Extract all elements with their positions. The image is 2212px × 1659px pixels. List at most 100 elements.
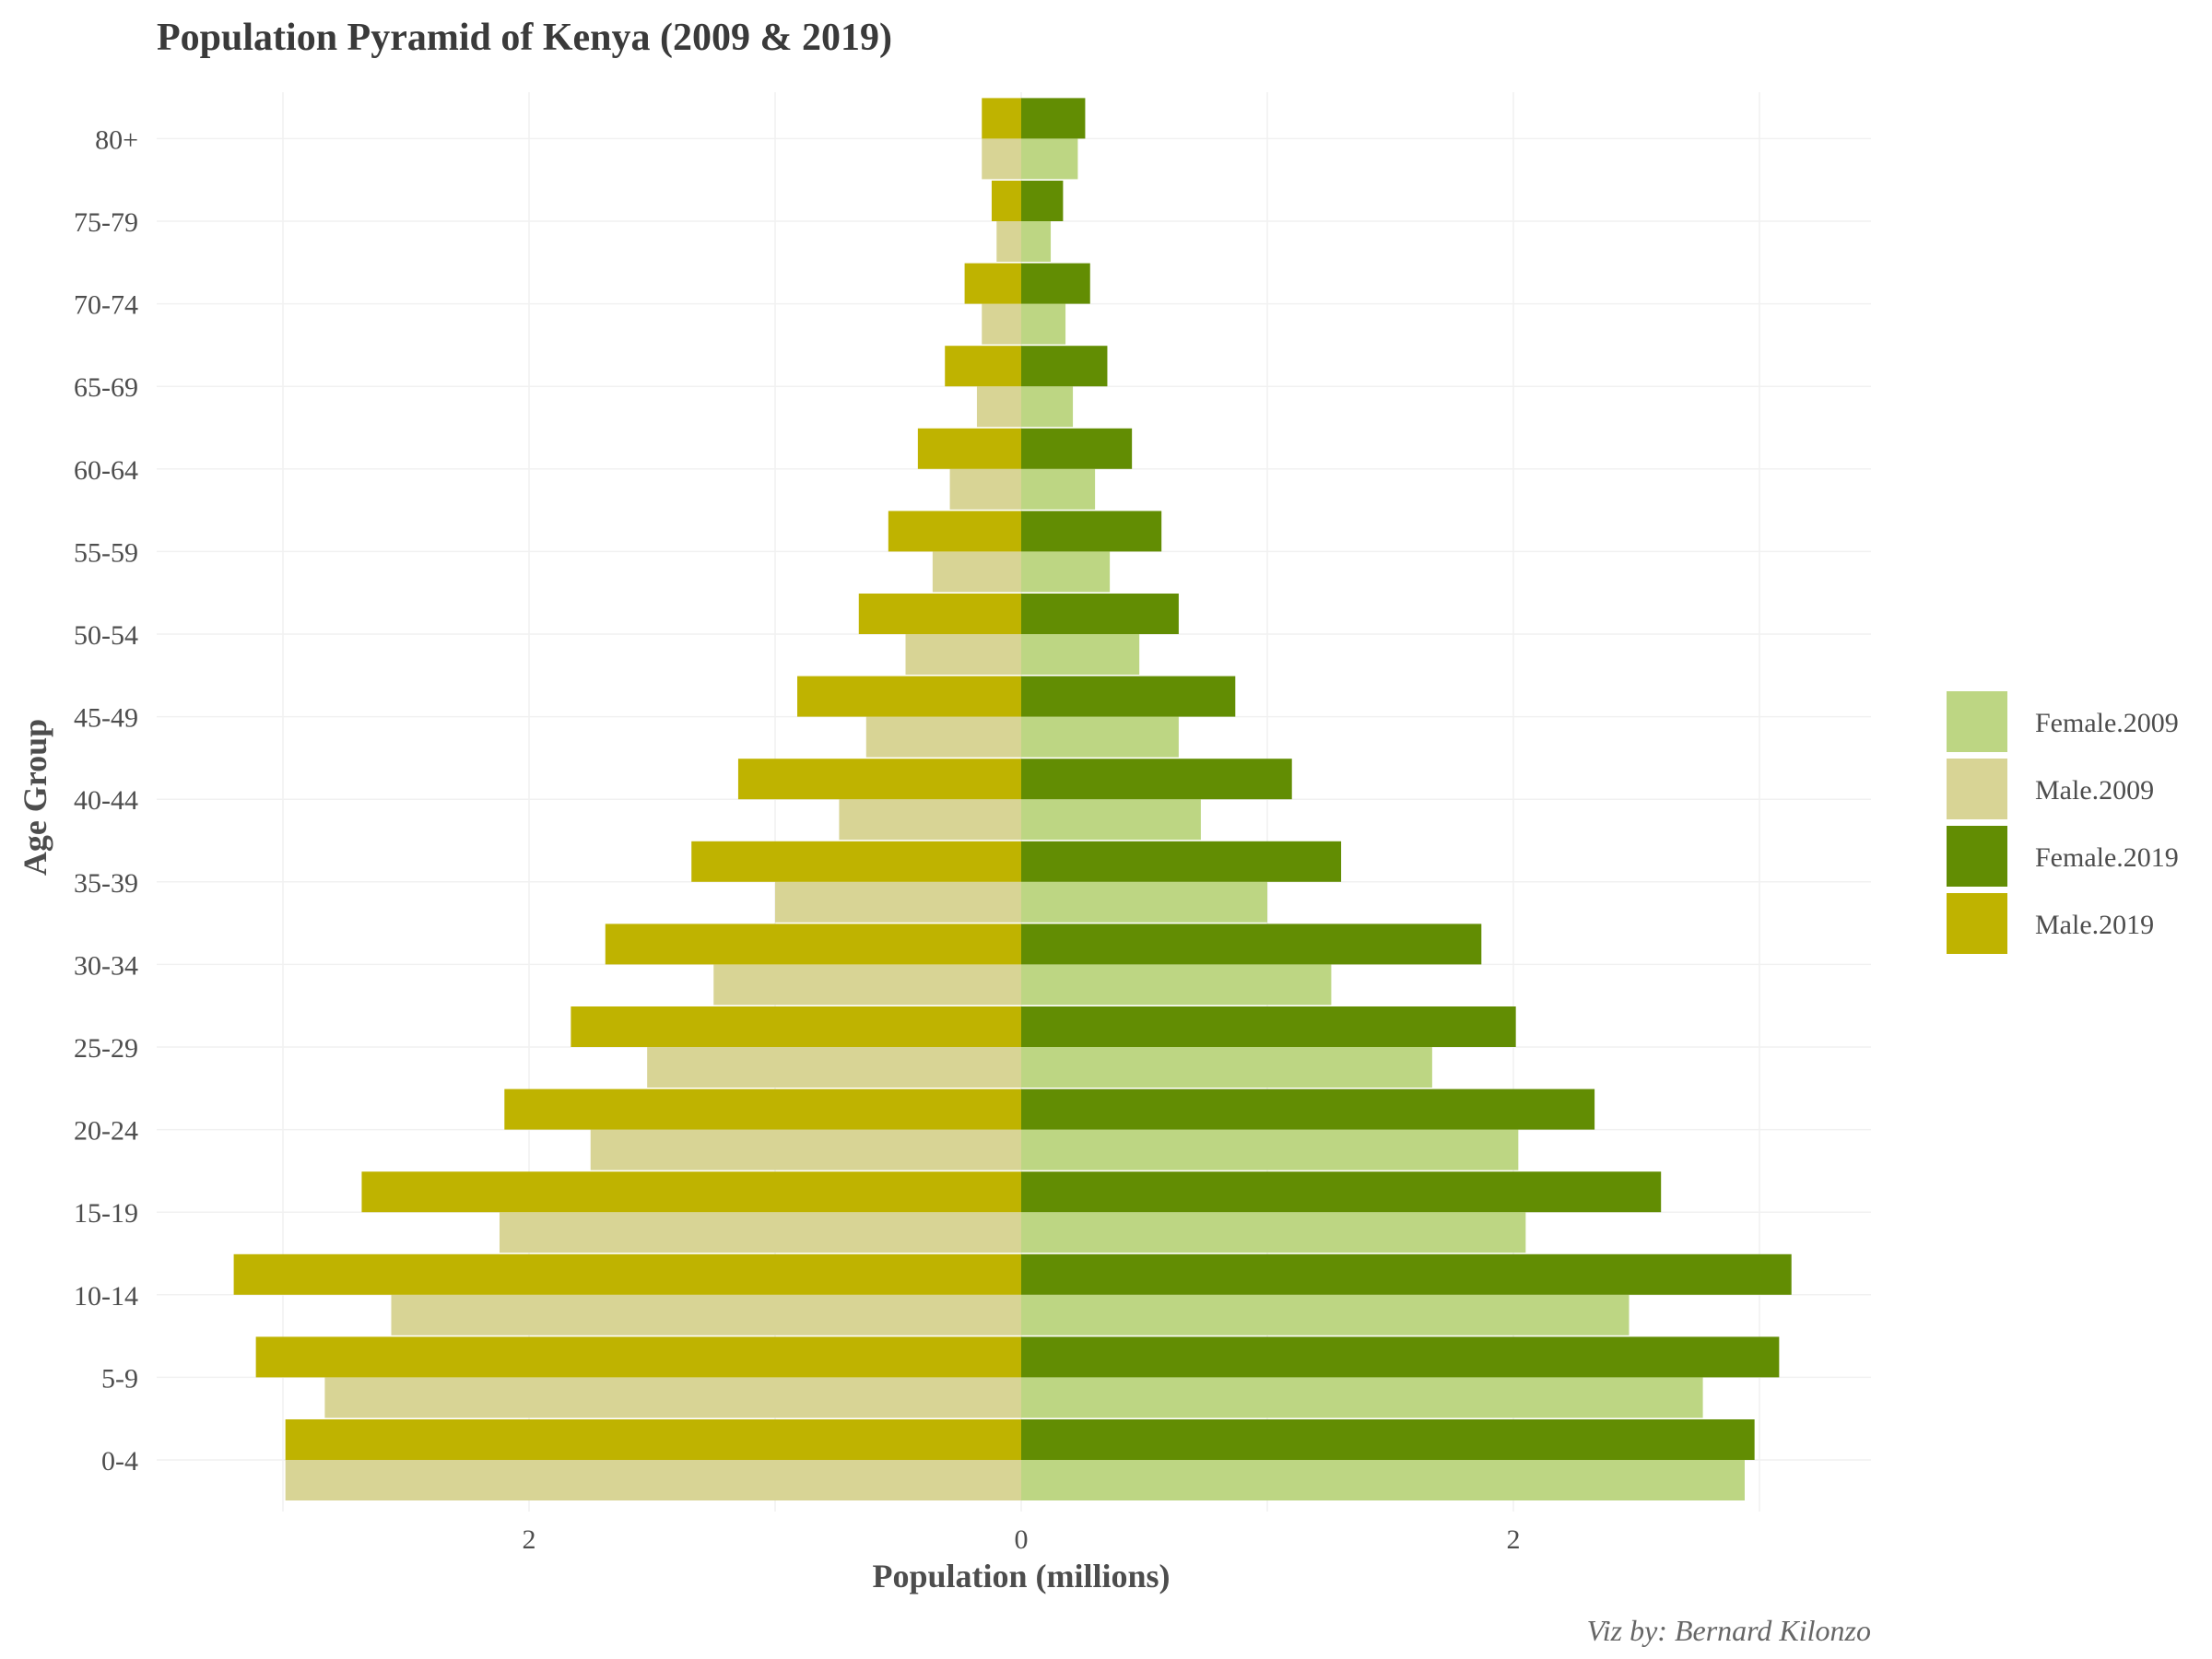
bar-male-2009-35-39 xyxy=(775,881,1021,923)
legend-key-male-2019 xyxy=(1947,893,2007,954)
y-tick-label: 5-9 xyxy=(101,1363,138,1394)
bar-female-2019-35-39 xyxy=(1021,841,1342,882)
x-axis-title: Population (millions) xyxy=(872,1558,1170,1594)
legend-label: Male.2009 xyxy=(2035,775,2154,806)
bar-female-2019-60-64 xyxy=(1021,428,1133,469)
bar-female-2019-65-69 xyxy=(1021,346,1108,387)
bar-male-2009-45-49 xyxy=(865,716,1021,758)
y-tick-label: 30-34 xyxy=(74,950,138,981)
bar-female-2019-10-14 xyxy=(1021,1253,1792,1295)
x-tick-labels: 2 0 2 xyxy=(523,1524,1521,1555)
bar-female-2009-15-19 xyxy=(1021,1212,1526,1253)
bar-male-2019-45-49 xyxy=(797,676,1021,717)
bar-male-2009-25-29 xyxy=(647,1047,1021,1088)
bar-male-2019-30-34 xyxy=(605,924,1021,965)
bar-female-2009-80+ xyxy=(1021,138,1078,180)
y-tick-label: 75-79 xyxy=(74,207,138,238)
bar-male-2019-40-44 xyxy=(737,759,1021,800)
bar-male-2009-55-59 xyxy=(932,551,1021,593)
y-tick-label: 20-24 xyxy=(74,1116,138,1147)
bar-female-2009-30-34 xyxy=(1021,964,1332,1006)
y-tick-label: 65-69 xyxy=(74,372,138,403)
y-tick-label: 0-4 xyxy=(101,1446,138,1477)
bar-female-2019-15-19 xyxy=(1021,1171,1662,1213)
bar-female-2009-50-54 xyxy=(1021,634,1140,675)
bar-male-2009-20-24 xyxy=(590,1129,1021,1171)
bar-male-2009-70-74 xyxy=(982,303,1021,345)
bar-female-2019-45-49 xyxy=(1021,676,1236,717)
bar-male-2009-40-44 xyxy=(839,799,1021,841)
y-tick-label: 55-59 xyxy=(74,537,138,568)
bar-female-2009-20-24 xyxy=(1021,1129,1519,1171)
bar-male-2009-75-79 xyxy=(996,221,1021,262)
bar-female-2019-25-29 xyxy=(1021,1006,1516,1047)
bar-male-2019-65-69 xyxy=(945,346,1021,387)
y-axis-title: Age Group xyxy=(17,719,53,876)
bar-female-2009-40-44 xyxy=(1021,799,1201,841)
bar-male-2019-35-39 xyxy=(691,841,1021,882)
chart-title: Population Pyramid of Kenya (2009 & 2019… xyxy=(157,17,892,59)
legend-label: Male.2019 xyxy=(2035,910,2154,940)
y-tick-label: 70-74 xyxy=(74,290,138,321)
bar-female-2009-5-9 xyxy=(1021,1377,1703,1418)
y-tick-label: 45-49 xyxy=(74,703,138,734)
bar-male-2009-30-34 xyxy=(713,964,1021,1006)
bar-male-2009-60-64 xyxy=(949,468,1021,510)
y-tick-label: 25-29 xyxy=(74,1033,138,1064)
bar-male-2019-20-24 xyxy=(504,1088,1021,1130)
bar-female-2019-50-54 xyxy=(1021,594,1179,634)
bar-female-2019-20-24 xyxy=(1021,1088,1595,1130)
chart-caption: Viz by: Bernard Kilonzo xyxy=(1587,1614,1871,1647)
bar-male-2019-55-59 xyxy=(888,511,1021,552)
y-tick-label: 40-44 xyxy=(74,785,138,816)
bar-female-2019-40-44 xyxy=(1021,759,1292,800)
bar-female-2009-35-39 xyxy=(1021,881,1267,923)
bar-female-2019-30-34 xyxy=(1021,924,1482,965)
legend-key-female-2009 xyxy=(1947,691,2007,752)
legend-key-male-2009 xyxy=(1947,759,2007,819)
bar-female-2009-10-14 xyxy=(1021,1294,1630,1335)
bar-male-2009-65-69 xyxy=(976,386,1021,428)
bar-male-2019-25-29 xyxy=(571,1006,1021,1047)
bar-female-2009-70-74 xyxy=(1021,303,1066,345)
bar-male-2019-0-4 xyxy=(285,1419,1021,1460)
bar-male-2009-10-14 xyxy=(391,1294,1022,1335)
bar-layer xyxy=(233,98,1792,1500)
bar-male-2019-15-19 xyxy=(361,1171,1021,1213)
y-tick-label: 80+ xyxy=(95,124,138,155)
bar-male-2019-75-79 xyxy=(991,181,1021,221)
bar-female-2009-55-59 xyxy=(1021,551,1111,593)
bar-female-2019-55-59 xyxy=(1021,511,1162,552)
bar-female-2009-75-79 xyxy=(1021,221,1052,262)
bar-male-2019-70-74 xyxy=(964,263,1021,304)
bar-female-2019-80+ xyxy=(1021,98,1086,139)
bar-female-2009-60-64 xyxy=(1021,468,1096,510)
bar-male-2009-80+ xyxy=(982,138,1021,180)
bar-female-2009-45-49 xyxy=(1021,716,1179,758)
bar-male-2009-15-19 xyxy=(499,1212,1021,1253)
bar-male-2019-80+ xyxy=(982,98,1021,139)
y-tick-labels: 0-4 5-9 10-14 15-19 20-24 25-29 30-34 35-39 40-4… xyxy=(74,124,138,1477)
legend: Female.2009 Male.2009 Female.2019 Male.2019 xyxy=(1947,691,2179,954)
bar-female-2009-0-4 xyxy=(1021,1460,1745,1500)
bar-male-2019-50-54 xyxy=(858,594,1021,634)
bar-male-2019-60-64 xyxy=(917,428,1021,469)
legend-label: Female.2009 xyxy=(2035,708,2179,738)
x-tick-label: 2 xyxy=(523,1524,536,1555)
bar-female-2009-25-29 xyxy=(1021,1047,1432,1088)
y-tick-label: 50-54 xyxy=(74,620,138,651)
bar-male-2019-5-9 xyxy=(255,1336,1021,1378)
bar-male-2009-5-9 xyxy=(324,1377,1021,1418)
x-tick-label: 2 xyxy=(1507,1524,1521,1555)
bar-female-2019-75-79 xyxy=(1021,181,1064,221)
y-tick-label: 15-19 xyxy=(74,1198,138,1229)
bar-female-2019-5-9 xyxy=(1021,1336,1780,1378)
y-tick-label: 60-64 xyxy=(74,455,138,486)
legend-label: Female.2019 xyxy=(2035,842,2179,873)
y-tick-label: 35-39 xyxy=(74,868,138,899)
bar-female-2019-70-74 xyxy=(1021,263,1090,304)
bar-male-2019-10-14 xyxy=(233,1253,1022,1295)
bar-female-2009-65-69 xyxy=(1021,386,1074,428)
bar-female-2019-0-4 xyxy=(1021,1419,1755,1460)
